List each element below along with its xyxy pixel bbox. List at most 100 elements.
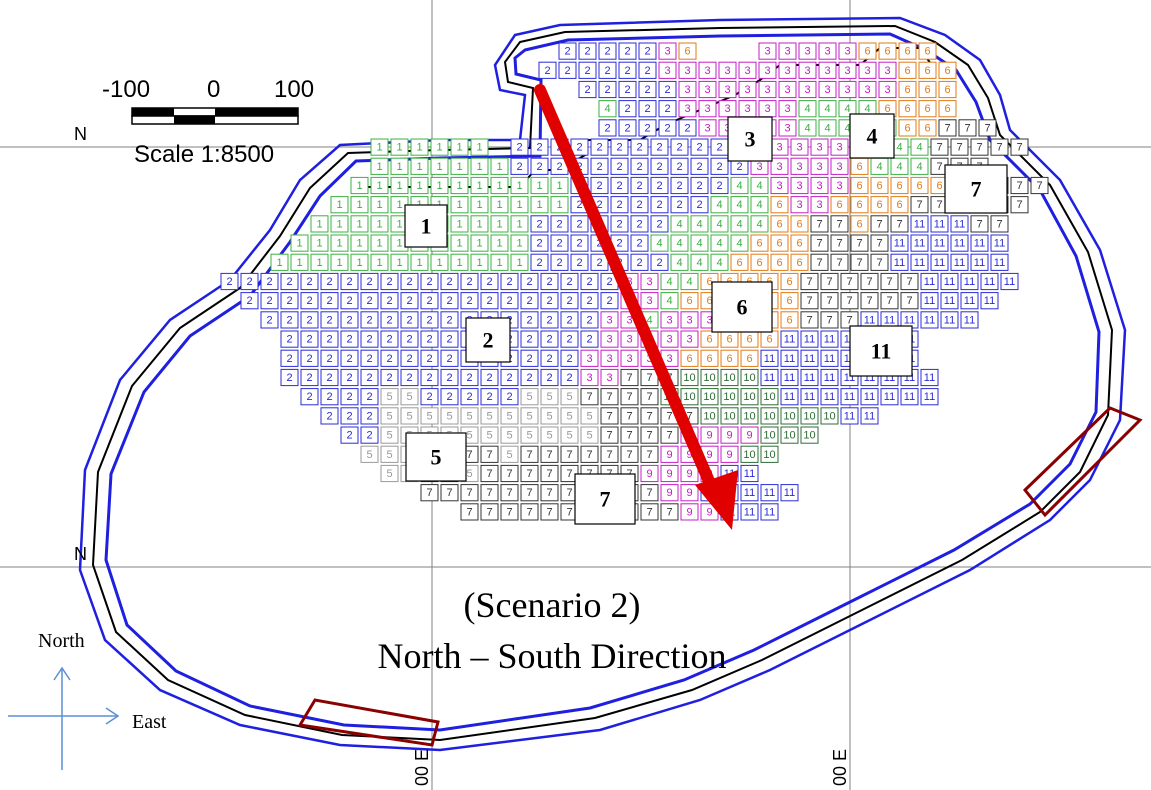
block-cell-box	[380, 368, 399, 387]
block-cell: 6	[918, 80, 937, 99]
block-cell-label: 1	[436, 180, 442, 192]
block-cell-label: 2	[446, 334, 452, 346]
block-cell: 11	[760, 349, 779, 367]
block-cell-label: 7	[826, 295, 832, 307]
block-cell-box	[790, 234, 809, 252]
block-cell-box	[690, 215, 709, 233]
block-cell: 3	[680, 311, 699, 329]
block-cell: 6	[890, 176, 909, 195]
block-cell-label: 2	[644, 122, 650, 134]
block-cell-label: 7	[566, 468, 572, 480]
block-cell-label: 5	[506, 449, 512, 461]
zone-label-7b-text: 7	[971, 177, 982, 202]
block-cell-label: 2	[566, 276, 572, 288]
block-cell-label: 2	[346, 295, 352, 307]
block-cell: 6	[770, 253, 789, 271]
block-cell-box	[310, 215, 329, 233]
block-cell: 3	[778, 119, 797, 137]
block-cell-box	[580, 426, 599, 444]
block-cell-label: 2	[596, 142, 602, 154]
block-cell: 5	[440, 407, 459, 425]
block-cell-label: 6	[916, 180, 922, 192]
block-cell-box	[860, 272, 879, 291]
block-cell: 11	[980, 272, 999, 291]
block-cell-label: 10	[683, 391, 695, 403]
block-cell-box	[370, 253, 389, 271]
zone-labels: 1 2 3 4 5 6 7	[404, 113, 1008, 525]
block-cell-box	[410, 253, 429, 271]
block-cell-label: 1	[516, 218, 522, 230]
block-cell-label: 1	[476, 238, 482, 250]
block-cell-label: 6	[746, 334, 752, 346]
block-cell: 10	[740, 388, 759, 406]
block-cell: 7	[600, 407, 619, 425]
block-cell-label: 1	[436, 161, 442, 173]
block-cell-box	[730, 215, 749, 233]
block-cell: 6	[918, 42, 937, 60]
block-cell-label: 3	[784, 122, 790, 134]
block-cell-label: 2	[616, 218, 622, 230]
block-cell: 6	[898, 119, 917, 137]
block-cell-box	[578, 61, 597, 79]
block-cell-label: 7	[1036, 180, 1042, 192]
block-cell-label: 7	[956, 142, 962, 154]
block-cell-label: 2	[366, 314, 372, 326]
block-cell-box	[670, 176, 689, 195]
block-cell-box	[310, 234, 329, 252]
block-cell: 2	[340, 407, 359, 425]
block-cell-box	[800, 349, 819, 367]
block-cell-label: 3	[586, 372, 592, 384]
block-cell-label: 7	[526, 506, 532, 518]
block-cell-box	[830, 253, 849, 271]
block-cell: 1	[490, 253, 509, 271]
block-cell-label: 3	[776, 180, 782, 192]
block-cell-label: 6	[756, 257, 762, 269]
block-cell-label: 6	[766, 334, 772, 346]
block-cell-label: 2	[576, 142, 582, 154]
block-cell-label: 1	[516, 238, 522, 250]
block-cell-box	[300, 292, 319, 310]
block-cell-label: 11	[764, 353, 775, 365]
block-cell-box	[490, 196, 509, 214]
block-cell-box	[630, 138, 649, 156]
block-cell: 10	[760, 426, 779, 444]
block-cell: 7	[900, 272, 919, 291]
grid-labels: N N 00 E 00 E	[74, 124, 850, 786]
block-cell-box	[780, 272, 799, 291]
block-cell-label: 4	[756, 218, 762, 230]
block-cell: 10	[780, 426, 799, 444]
block-cell: 10	[780, 407, 799, 425]
block-cell: 2	[598, 119, 617, 137]
block-cell: 2	[280, 330, 299, 348]
block-cell: 6	[938, 100, 957, 118]
block-cell: 2	[690, 157, 709, 175]
site-boundary	[78, 16, 1127, 752]
block-cell-label: 7	[816, 257, 822, 269]
block-cell-label: 1	[396, 180, 402, 192]
block-cell: 5	[580, 426, 599, 444]
block-cell-label: 2	[286, 276, 292, 288]
block-cell-label: 2	[306, 314, 312, 326]
block-cell-label: 3	[684, 65, 690, 77]
block-cell-label: 2	[596, 161, 602, 173]
block-cell-label: 7	[816, 238, 822, 250]
block-cell: 7	[870, 253, 889, 271]
block-cell: 9	[660, 464, 679, 483]
block-cell-label: 3	[666, 314, 672, 326]
block-cell-label: 3	[816, 199, 822, 211]
block-cell-box	[810, 196, 829, 214]
block-cell-box	[710, 253, 729, 271]
block-cell-label: 3	[606, 314, 612, 326]
block-cell-label: 1	[356, 218, 362, 230]
block-cell-label: 4	[716, 199, 722, 211]
block-cell-box	[580, 445, 599, 463]
block-cell: 3	[600, 330, 619, 348]
block-cell-box	[360, 388, 379, 406]
block-cell-box	[430, 176, 449, 195]
block-cell-box	[818, 100, 837, 118]
block-cell-box	[470, 176, 489, 195]
block-cell: 2	[300, 330, 319, 348]
zone-label-2: 2	[465, 317, 511, 363]
block-cell-label: 11	[844, 372, 855, 384]
block-cell-label: 5	[386, 391, 392, 403]
